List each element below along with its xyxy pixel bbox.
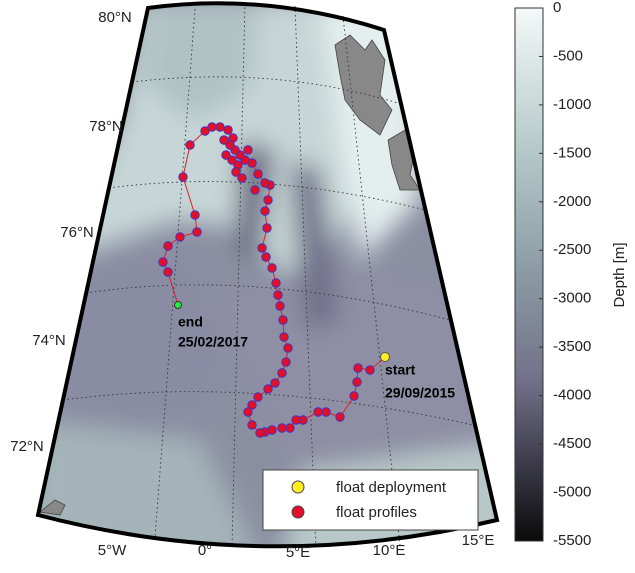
profile-marker: [163, 267, 173, 277]
profile-marker: [227, 155, 237, 165]
profile-marker: [279, 332, 289, 342]
profile-marker: [250, 185, 260, 195]
profile-marker: [247, 420, 257, 430]
profile-marker: [291, 415, 301, 425]
profile-marker: [281, 357, 291, 367]
profile-marker: [260, 206, 270, 216]
legend-label: float deployment: [336, 479, 447, 496]
profile-marker: [283, 343, 293, 353]
profile-marker: [349, 391, 359, 401]
start-date: 29/09/2015: [385, 385, 455, 401]
lat-label: 74°N: [32, 332, 66, 349]
profile-marker: [255, 428, 265, 438]
lat-labels: 80°N 78°N 76°N 74°N 72°N: [10, 9, 132, 455]
profile-marker: [221, 150, 231, 160]
colorbar-tick-label: -1000: [553, 96, 591, 113]
profile-marker: [223, 125, 233, 135]
lon-label: 10°E: [373, 542, 406, 559]
colorbar-label: Depth [m]: [611, 242, 628, 307]
profile-marker: [215, 122, 225, 132]
start-label: start: [385, 362, 416, 378]
colorbar-tick-label: -4500: [553, 435, 591, 452]
end-label: end: [178, 314, 203, 330]
profile-marker: [163, 241, 173, 251]
profile-marker: [285, 423, 295, 433]
colorbar-scale: [514, 7, 544, 542]
profile-marker: [200, 126, 210, 136]
legend: float deployment float profiles: [262, 469, 479, 531]
profile-marker: [261, 252, 271, 262]
legend-box: [262, 469, 479, 531]
lat-label: 72°N: [10, 438, 44, 455]
colorbar-tick-label: -500: [553, 47, 583, 64]
end-marker: [174, 301, 182, 309]
profile-marker: [253, 392, 263, 402]
profile-marker: [277, 368, 287, 378]
profile-marker: [263, 195, 273, 205]
colorbar-tick-label: -1500: [553, 144, 591, 161]
lon-labels: 5°W 0° 5°E 10°E 15°E: [98, 532, 495, 561]
profile-marker: [365, 365, 375, 375]
profile-marker: [243, 145, 253, 155]
colorbar-tick-label: 0: [553, 0, 561, 16]
colorbar-tick-label: -4000: [553, 387, 591, 404]
profile-marker: [185, 140, 195, 150]
legend-symbol: [291, 480, 305, 494]
profile-marker: [277, 423, 287, 433]
profile-marker: [313, 407, 323, 417]
profile-marker: [192, 227, 202, 237]
profile-marker: [237, 173, 247, 183]
profile-marker: [260, 178, 270, 188]
profile-marker: [270, 378, 280, 388]
profile-marker: [247, 400, 257, 410]
colorbar-tick-label: -2500: [553, 241, 591, 258]
colorbar-tick-label: -5000: [553, 484, 591, 501]
lat-label: 80°N: [98, 9, 132, 26]
profile-marker: [275, 301, 285, 311]
lon-label: 15°E: [462, 532, 495, 549]
profile-marker: [253, 169, 263, 179]
profile-marker: [278, 315, 288, 325]
float-profiles: [158, 122, 375, 438]
lat-label: 78°N: [89, 118, 123, 135]
colorbar: Depth [m] 0 -500 -1000 -1500 -2000 -2500 -3000…: [514, 0, 628, 549]
profile-marker: [262, 223, 272, 233]
profile-marker: [257, 243, 267, 253]
profile-marker: [263, 384, 273, 394]
colorbar-tick-label: -2000: [553, 193, 591, 210]
lat-label: 76°N: [60, 224, 94, 241]
profile-marker: [273, 290, 283, 300]
profile-marker: [353, 363, 363, 373]
profile-marker: [190, 210, 200, 220]
end-date: 25/02/2017: [178, 334, 248, 350]
profile-marker: [352, 377, 362, 387]
profile-marker: [175, 232, 185, 242]
lon-label: 5°E: [286, 544, 310, 561]
profile-marker: [271, 278, 281, 288]
profile-marker: [231, 167, 241, 177]
legend-label: float profiles: [336, 504, 417, 521]
profile-marker: [335, 412, 345, 422]
colorbar-tick-label: -3000: [553, 290, 591, 307]
profile-marker: [225, 140, 235, 150]
legend-symbol: [291, 505, 305, 519]
profile-marker: [219, 135, 229, 145]
graticule: [62, 2, 474, 551]
deployment-marker: [380, 352, 390, 362]
profile-marker: [321, 407, 331, 417]
profile-marker: [267, 263, 277, 273]
lon-label: 0°: [198, 542, 212, 559]
profile-marker: [178, 172, 188, 182]
profile-marker: [207, 122, 217, 132]
profile-marker: [243, 407, 253, 417]
profile-marker: [158, 257, 168, 267]
colorbar-tick-label: -5500: [553, 532, 591, 549]
colorbar-tick-label: -3500: [553, 338, 591, 355]
lon-label: 5°W: [98, 542, 127, 559]
